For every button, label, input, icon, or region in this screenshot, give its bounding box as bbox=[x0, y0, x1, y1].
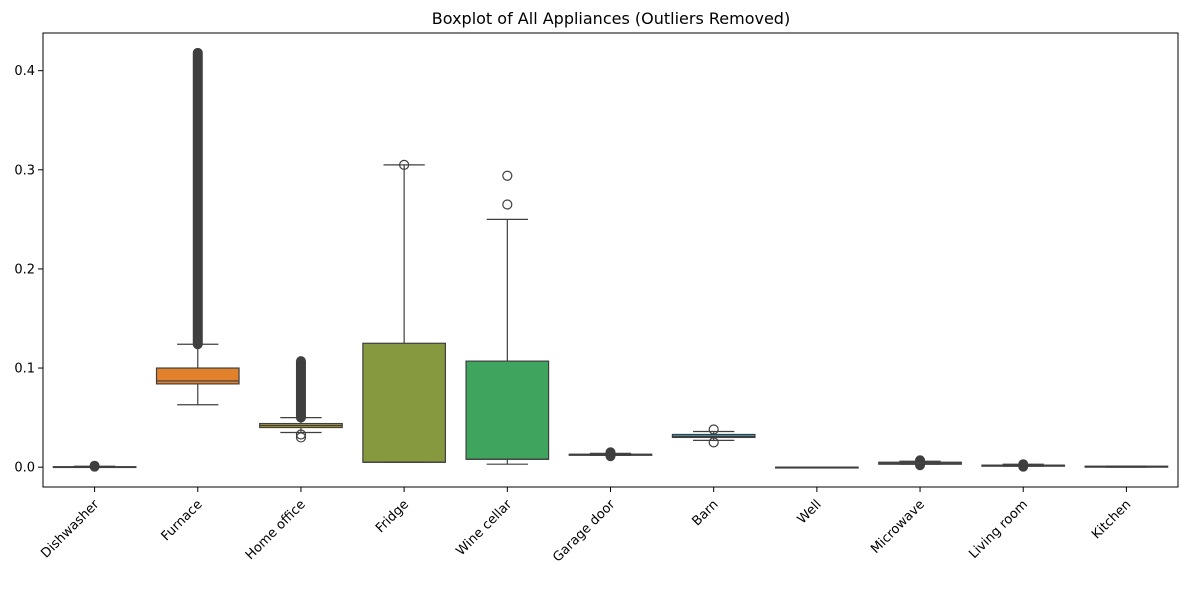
x-tick-label: Living room bbox=[966, 497, 1031, 562]
outlier-cluster bbox=[295, 356, 306, 423]
outlier-point bbox=[502, 199, 513, 210]
y-tick-label: 0.0 bbox=[14, 461, 35, 476]
box-furnace bbox=[155, 47, 240, 406]
chart-title: Boxplot of All Appliances (Outliers Remo… bbox=[432, 9, 790, 28]
outlier-point bbox=[295, 432, 307, 443]
plot-area bbox=[52, 47, 1169, 472]
x-tick-label: Furnace bbox=[159, 497, 206, 544]
y-axis: 0.0 0.1 0.2 0.3 0.4 bbox=[14, 64, 43, 476]
box-well bbox=[774, 466, 859, 469]
box-body bbox=[155, 367, 240, 385]
x-tick-label: Microwave bbox=[868, 497, 928, 557]
x-tick-label: Well bbox=[795, 497, 825, 527]
outlier-point bbox=[502, 170, 513, 181]
outlier-point bbox=[708, 437, 719, 448]
x-tick-label: Barn bbox=[690, 497, 722, 529]
x-tick-label: Home office bbox=[243, 497, 309, 563]
box-kitchen bbox=[1084, 465, 1169, 468]
box-barn bbox=[671, 424, 756, 448]
plot-frame bbox=[42, 32, 1179, 488]
y-tick-label: 0.1 bbox=[14, 362, 35, 377]
y-tick-label: 0.2 bbox=[14, 262, 35, 277]
x-tick-label: Wine cellar bbox=[453, 497, 515, 559]
x-tick-label: Fridge bbox=[373, 497, 412, 536]
box-wine-cellar bbox=[465, 170, 550, 465]
outlier-cluster bbox=[192, 47, 203, 350]
box-body bbox=[362, 342, 447, 463]
box-fridge bbox=[362, 159, 447, 463]
x-tick-label: Kitchen bbox=[1089, 497, 1134, 542]
outlier-point bbox=[399, 159, 410, 170]
x-axis: Dishwasher Furnace Home office Fridge Wine c… bbox=[38, 487, 1134, 565]
box-microwave bbox=[878, 455, 962, 471]
x-tick-label: Garage door bbox=[550, 497, 619, 566]
box-living-room bbox=[981, 459, 1066, 472]
box-dishwasher bbox=[52, 460, 137, 472]
x-tick-label: Dishwasher bbox=[38, 497, 103, 562]
box-garage-door bbox=[568, 447, 653, 462]
box-body bbox=[465, 360, 550, 460]
y-tick-label: 0.4 bbox=[14, 64, 35, 79]
outlier-point bbox=[295, 429, 307, 440]
outlier-point bbox=[708, 424, 719, 435]
y-tick-label: 0.3 bbox=[14, 163, 35, 178]
box-home-office bbox=[259, 356, 343, 443]
